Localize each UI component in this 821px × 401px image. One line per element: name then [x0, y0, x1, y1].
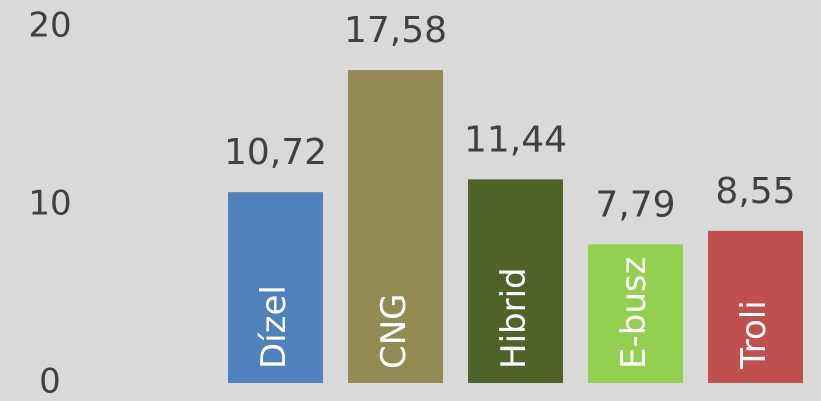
bar	[708, 230, 803, 383]
value-label: 8,55	[715, 171, 795, 212]
y-tick-label: 10	[28, 184, 71, 224]
category-label: Hibrid	[494, 267, 534, 369]
value-label: 17,58	[344, 10, 447, 51]
value-label: 11,44	[464, 119, 567, 160]
category-label: CNG	[374, 293, 414, 369]
bar	[228, 192, 323, 383]
bar	[348, 70, 443, 384]
y-tick-label: 0	[39, 362, 61, 401]
category-label: Dízel	[254, 285, 294, 369]
value-label: 7,79	[595, 184, 675, 225]
bar	[468, 179, 563, 383]
category-label: E-busz	[614, 257, 654, 369]
category-label: Troli	[734, 300, 774, 370]
bar	[588, 244, 683, 383]
value-label: 10,72	[224, 132, 327, 173]
y-tick-label: 20	[28, 6, 71, 46]
